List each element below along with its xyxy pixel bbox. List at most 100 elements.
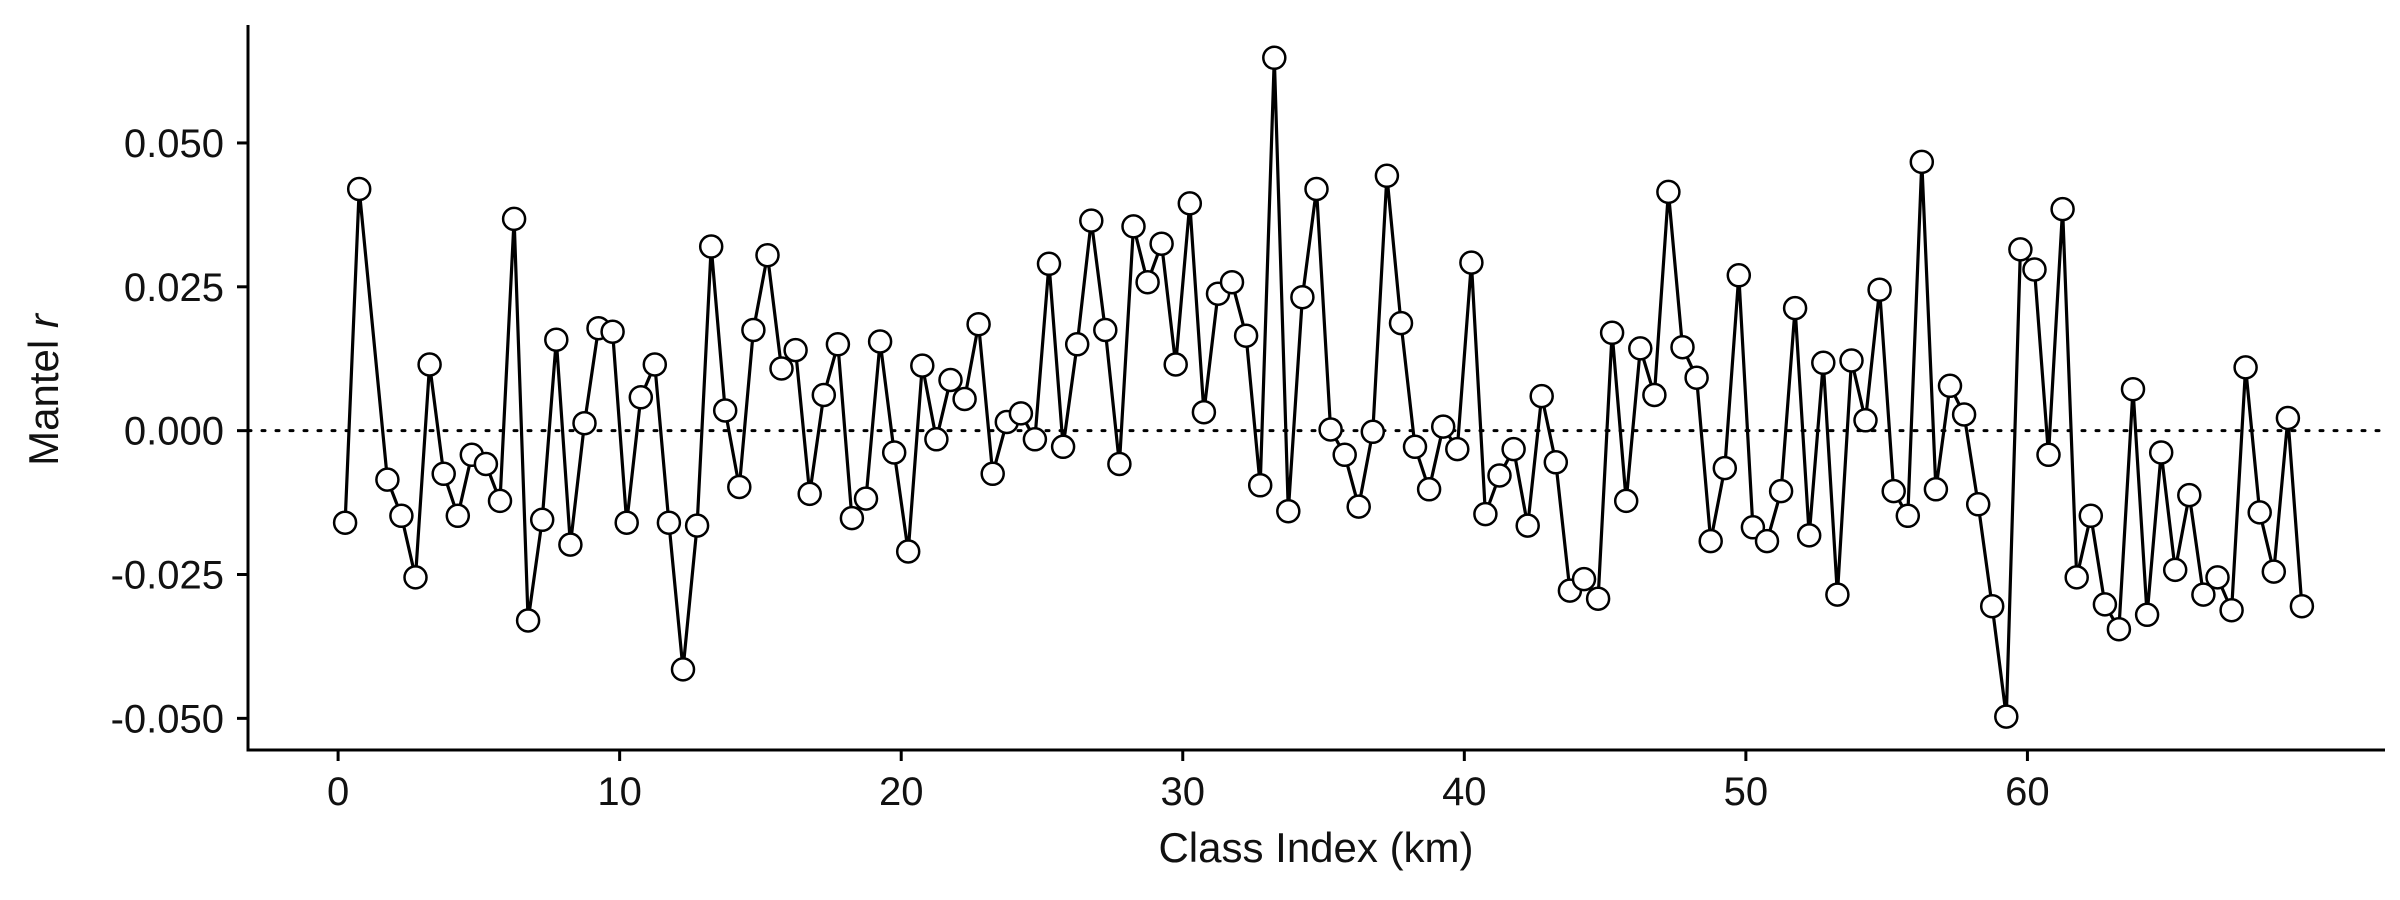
data-point [2022,257,2047,282]
x-axis-title: Class Index (km) [1158,824,1473,871]
plot-area [246,45,2387,729]
data-point [1473,501,1498,527]
data-point [1642,382,1667,408]
data-point [2219,597,2244,623]
data-point [1036,251,1062,277]
data-point [1670,334,1695,360]
data-point [1613,488,1639,514]
x-tick-label: 50 [1724,770,1769,814]
data-point [1416,477,1442,502]
data-point [389,503,414,529]
data-point [1543,450,1569,475]
data-point [910,353,935,378]
y-tick-label: -0.050 [111,697,224,741]
data-point [1811,350,1836,376]
y-tick-label: 0.000 [124,410,224,454]
data-point [1501,436,1526,462]
data-point [1571,566,1597,592]
data-point [952,386,977,412]
data-point [614,510,639,535]
data-point [1839,348,1864,373]
data-point [1079,208,1104,233]
data-point [445,503,471,529]
data-point [2162,557,2188,583]
data-point [684,513,710,538]
x-tick-label: 0 [327,770,349,814]
data-point [487,488,513,514]
data-point [2106,616,2132,642]
data-point [741,317,766,343]
x-tick-label: 60 [2005,770,2050,814]
data-point [2120,376,2146,402]
x-tick-label: 20 [879,770,924,814]
data-point [811,382,837,408]
data-point [403,565,428,590]
data-point [1881,478,1906,504]
data-point [1754,528,1780,554]
data-point [698,234,724,259]
data-point [1445,436,1470,462]
data-point [1923,477,1949,502]
data-point [1487,463,1512,488]
y-tick-label: -0.025 [111,554,224,598]
data-point [375,467,400,492]
data-point [2247,500,2272,525]
data-point [1712,455,1738,481]
data-point [1064,332,1090,357]
data-point [1135,269,1160,295]
data-point [938,367,963,393]
data-point [2078,503,2104,529]
data-point [1318,417,1343,442]
data-point [2036,442,2061,468]
data-point [1825,582,1850,607]
data-point [1262,45,1287,71]
data-point [515,608,541,633]
data-point [1628,336,1653,361]
data-point [895,539,921,564]
series-layer [332,45,2315,729]
data-point [1937,373,1963,399]
y-axis-title-italic: r [20,312,67,328]
data-point [1515,513,1540,538]
y-tick-label: 0.050 [124,122,224,166]
data-point [1149,231,1174,256]
data-point [1796,523,1822,548]
data-point [1332,442,1357,468]
data-point [417,352,442,377]
data-point [1247,473,1273,498]
y-axis-title-main: Mantel [20,340,67,466]
data-point [2275,405,2301,431]
data-point [867,329,893,354]
data-point [1684,365,1709,390]
data-point [727,474,752,500]
data-point [1374,163,1400,189]
data-point [1726,263,1752,288]
data-point [1050,434,1076,460]
y-axis-title: Mantel r [20,312,67,466]
data-point [501,206,527,232]
data-point [1909,149,1935,175]
data-point [1163,352,1188,377]
data-point [1853,408,1878,433]
data-point [558,532,583,557]
data-point [1276,498,1301,524]
data-point [2205,565,2230,590]
data-point [1585,586,1611,611]
data-point [924,427,949,452]
data-point [783,337,808,363]
data-point [881,440,907,465]
data-point [2233,355,2258,380]
data-point [642,352,668,377]
y-axis-ticks: 0.050 0.025 0.000 -0.025 -0.050 [111,122,248,741]
data-point [1656,179,1681,205]
data-point [1008,401,1034,426]
data-point [1782,295,1808,321]
data-point [670,657,696,682]
x-axis-ticks: 0 10 20 30 40 50 60 [327,750,2050,814]
data-point [1979,593,2005,619]
data-point [2261,559,2287,584]
data-point [1388,310,1414,336]
data-point [2134,602,2160,628]
data-point [346,176,372,202]
